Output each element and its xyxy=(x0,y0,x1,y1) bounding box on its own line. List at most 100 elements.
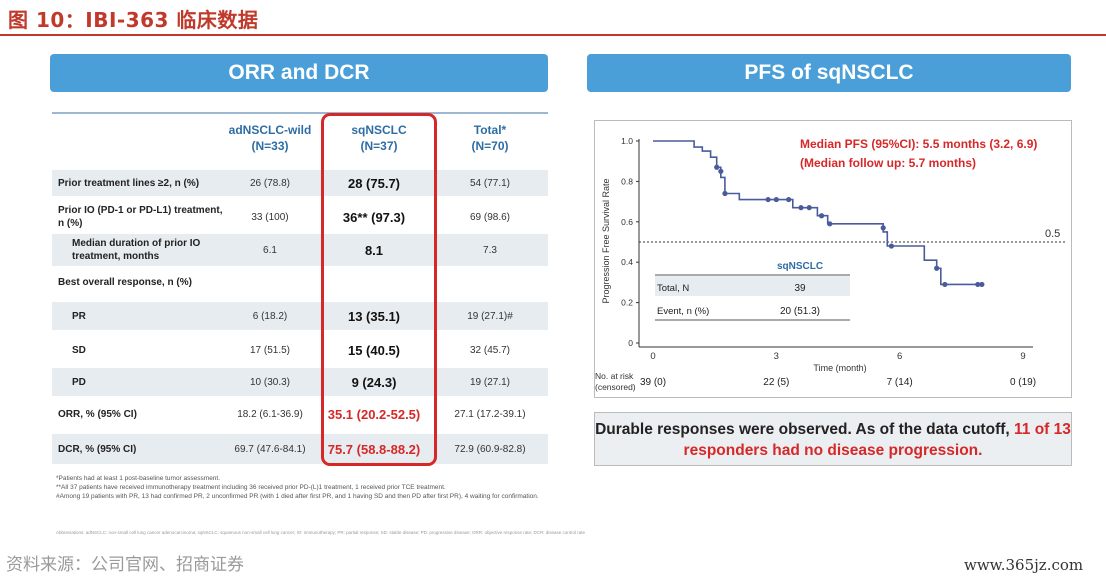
table-row: PD 10 (30.3) 9 (24.3) 19 (27.1) xyxy=(52,368,548,396)
figure-title: 图 10：IBI-363 临床数据 xyxy=(8,8,259,32)
cell-adnsclc: 6 (18.2) xyxy=(252,310,288,322)
cell-total: 69 (98.6) xyxy=(469,211,511,223)
inset-row-value: 20 (51.3) xyxy=(780,306,820,317)
table-row: ORR, % (95% CI) 18.2 (6.1-36.9) 35.1 (20.2… xyxy=(52,400,548,428)
x-axis-label: Time (month) xyxy=(813,363,866,373)
row-label: Best overall response, n (%) xyxy=(58,276,192,288)
x-tick-label: 0 xyxy=(650,351,655,362)
row-label: ORR, % (95% CI) xyxy=(58,408,137,420)
censor-mark xyxy=(934,265,940,271)
at-risk-value: 39 (0) xyxy=(640,377,666,388)
row-label: Prior treatment lines ≥2, n (%) xyxy=(58,177,200,189)
pfs-chart-box: 0 0.2 0.4 0.6 0.8 1.0 0 3 6 9 Time (month) Progress… xyxy=(594,120,1072,398)
km-curve xyxy=(653,140,982,286)
row-label: Prior IO (PD-1 or PD-L1) treatment, n (%… xyxy=(58,205,223,229)
censor-mark xyxy=(880,225,886,231)
cell-total: 32 (45.7) xyxy=(469,344,511,356)
y-axis-label: Progression Free Survival Rate xyxy=(601,178,611,303)
censor-mark xyxy=(765,196,771,203)
footnote: *Patients had at least 1 post-baseline t… xyxy=(56,475,221,482)
censor-mark xyxy=(975,281,981,288)
cell-adnsclc: 33 (100) xyxy=(251,211,289,223)
inset-header: sqNSCLC xyxy=(777,261,823,272)
censor-mark xyxy=(714,164,720,170)
median-followup-text: (Median follow up: 5.7 months) xyxy=(800,156,976,170)
censor-mark xyxy=(806,205,812,211)
cell-adnsclc: 6.1 xyxy=(263,244,277,256)
sqnsclc-highlight-box xyxy=(321,113,437,466)
source-note: 资料来源：公司官网、招商证券 xyxy=(6,555,244,575)
cell-sqnsclc: 8.1 xyxy=(364,242,384,258)
censor-mark xyxy=(798,205,804,211)
inset-table: sqNSCLC Total, N 39 Event, n (%) 20 (51.… xyxy=(655,261,850,321)
footnote: **All 37 patients have received immunoth… xyxy=(56,484,446,491)
table-row: Best overall response, n (%) xyxy=(52,270,548,294)
cell-sqnsclc: 75.7 (58.8-88.2) xyxy=(327,441,421,457)
message-highlight: 11 of 13 responders had no disease progr… xyxy=(683,421,1071,459)
cell-adnsclc: 26 (78.8) xyxy=(249,177,291,189)
at-risk-sublabel: (censored) xyxy=(595,382,636,392)
cell-adnsclc: 69.7 (47.6-84.1) xyxy=(234,443,306,455)
cell-sqnsclc: 36** (97.3) xyxy=(342,209,406,225)
inset-row-label: Event, n (%) xyxy=(657,306,709,317)
censor-mark xyxy=(773,196,779,203)
col-header-total: Total* (N=70) xyxy=(471,123,509,153)
cell-sqnsclc: 13 (35.1) xyxy=(347,308,401,324)
cell-adnsclc: 10 (30.3) xyxy=(249,376,291,388)
censor-mark xyxy=(942,281,948,288)
durable-response-message: Durable responses were observed. As of t… xyxy=(594,412,1072,466)
at-risk-label: No. at risk xyxy=(595,371,634,381)
row-label: Median duration of prior IO treatment, m… xyxy=(72,238,201,262)
y-tick-label: 1.0 xyxy=(621,136,633,146)
reference-line-label: 0.5 xyxy=(1045,228,1060,240)
cell-total: 7.3 xyxy=(483,244,497,256)
x-tick-label: 3 xyxy=(774,351,779,362)
watermark: www.365jz.com xyxy=(964,556,1084,574)
x-tick-label: 6 xyxy=(897,351,902,362)
pfs-km-chart: 0 0.2 0.4 0.6 0.8 1.0 0 3 6 9 Time (month) Progress… xyxy=(595,136,1065,392)
x-tick-label: 9 xyxy=(1020,351,1025,362)
censor-mark xyxy=(979,281,985,288)
median-pfs-text: Median PFS (95%CI): 5.5 months (3.2, 6.9… xyxy=(800,137,1037,151)
y-tick-label: 0.2 xyxy=(621,298,633,308)
y-tick-label: 0 xyxy=(628,338,633,348)
table-row: SD 17 (51.5) 15 (40.5) 32 (45.7) xyxy=(52,336,548,364)
table-row: Prior IO (PD-1 or PD-L1) treatment, n (%… xyxy=(52,200,548,234)
row-label: DCR, % (95% CI) xyxy=(58,443,137,455)
orr-dcr-banner: ORR and DCR xyxy=(50,54,548,92)
at-risk-value: 7 (14) xyxy=(887,377,913,388)
cell-adnsclc: 18.2 (6.1-36.9) xyxy=(237,408,303,420)
footnotes: *Patients had at least 1 post-baseline t… xyxy=(56,474,576,501)
cell-total: 27.1 (17.2-39.1) xyxy=(454,408,526,420)
at-risk-value: 22 (5) xyxy=(763,377,789,388)
table-row: DCR, % (95% CI) 69.7 (47.6-84.1) 75.7 (58.… xyxy=(52,434,548,464)
inset-row-value: 39 xyxy=(794,283,806,294)
abbreviations: Abbreviations: adNSCLC: non-small cell l… xyxy=(56,530,585,535)
y-tick-label: 0.6 xyxy=(621,217,633,227)
table-row: Median duration of prior IO treatment, m… xyxy=(52,234,548,266)
censor-mark xyxy=(786,196,792,203)
table-row: Prior treatment lines ≥2, n (%) 26 (78.8)… xyxy=(52,170,548,196)
message-text: Durable responses were observed. As of t… xyxy=(595,421,1010,438)
cell-total: 72.9 (60.9-82.8) xyxy=(454,443,526,455)
censor-mark xyxy=(888,243,895,249)
row-label: SD xyxy=(72,344,86,356)
col-header-sqnsclc: sqNSCLC (N=37) xyxy=(351,123,407,153)
footnote: #Among 19 patients with PR, 13 had confi… xyxy=(56,493,539,500)
cell-adnsclc: 17 (51.5) xyxy=(249,344,291,356)
censor-mark xyxy=(722,190,728,197)
row-label: PR xyxy=(72,310,86,322)
row-label: PD xyxy=(72,376,86,388)
cell-sqnsclc: 35.1 (20.2-52.5) xyxy=(327,406,421,422)
cell-total: 54 (77.1) xyxy=(469,177,511,189)
y-tick-label: 0.4 xyxy=(621,257,633,267)
title-rule xyxy=(0,34,1106,36)
censor-mark xyxy=(818,213,825,219)
censor-mark xyxy=(827,221,833,227)
pfs-banner: PFS of sqNSCLC xyxy=(587,54,1071,92)
cell-total: 19 (27.1)# xyxy=(467,310,513,322)
col-header-adnsclc: adNSCLC-wild (N=33) xyxy=(228,123,312,153)
at-risk-value: 0 (19) xyxy=(1010,377,1036,388)
cell-sqnsclc: 15 (40.5) xyxy=(347,342,401,358)
table-row: PR 6 (18.2) 13 (35.1) 19 (27.1)# xyxy=(52,302,548,330)
